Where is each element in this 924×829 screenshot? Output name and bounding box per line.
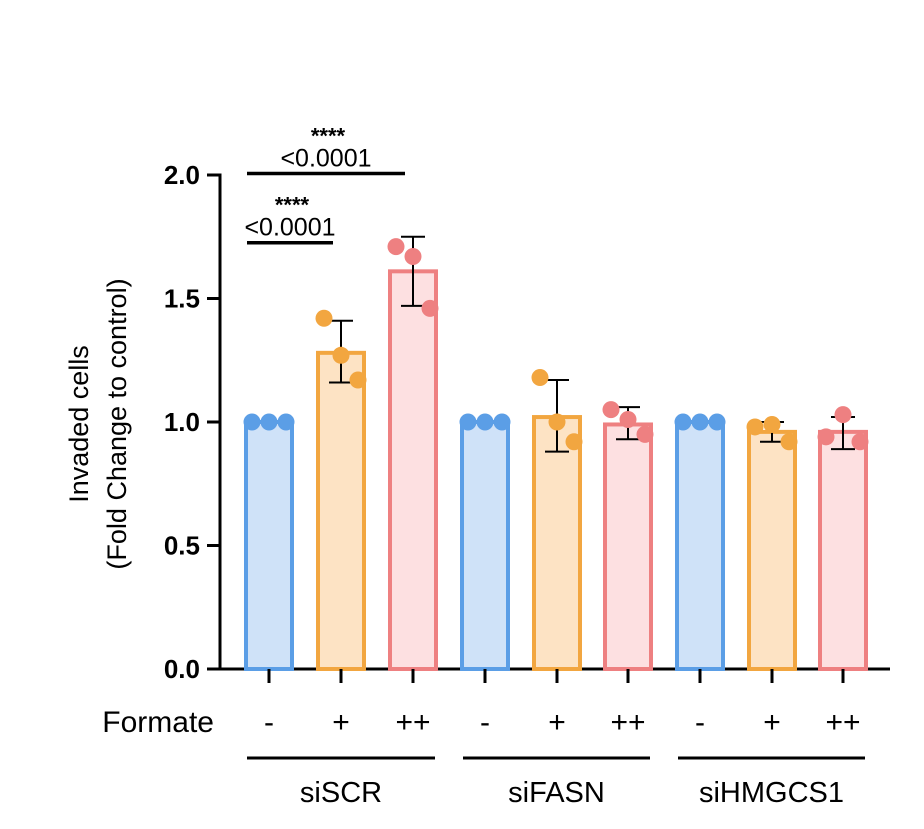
formate-row-label: Formate bbox=[102, 706, 214, 739]
data-point bbox=[636, 425, 654, 443]
data-point bbox=[349, 371, 367, 389]
formate-level-label: ++ bbox=[395, 706, 430, 739]
bar bbox=[244, 420, 294, 671]
data-point bbox=[531, 369, 549, 387]
y-tick-label: 2.0 bbox=[164, 160, 200, 190]
data-point bbox=[763, 415, 781, 433]
data-point bbox=[548, 413, 566, 431]
y-tick-label: 1.0 bbox=[164, 407, 200, 437]
y-tick-label: 0.0 bbox=[164, 654, 200, 684]
group-label: siFASN bbox=[508, 777, 605, 809]
bar bbox=[818, 429, 868, 671]
data-point bbox=[476, 413, 494, 431]
p-value-label: <0.0001 bbox=[280, 145, 371, 173]
y-tick-label: 1.5 bbox=[164, 284, 200, 314]
bar bbox=[603, 422, 653, 671]
data-point bbox=[493, 413, 511, 431]
data-point bbox=[315, 309, 333, 327]
data-point bbox=[619, 411, 637, 429]
significance-stars: **** bbox=[275, 193, 310, 218]
data-point bbox=[332, 346, 350, 364]
data-point bbox=[421, 299, 439, 317]
data-point bbox=[565, 433, 583, 451]
formate-level-label: ++ bbox=[610, 706, 645, 739]
chart-marks: 0.00.51.01.52.0- + ++siSCR- + ++siFASN- + ++si… bbox=[164, 124, 890, 809]
significance-stars: **** bbox=[311, 124, 346, 149]
data-point bbox=[404, 248, 422, 266]
bar bbox=[460, 420, 510, 671]
data-point bbox=[708, 413, 726, 431]
bar bbox=[747, 429, 797, 671]
p-value-label: <0.0001 bbox=[244, 214, 335, 242]
data-point bbox=[260, 413, 278, 431]
data-point bbox=[602, 401, 620, 419]
bar bbox=[675, 420, 725, 671]
formate-level-label: + bbox=[548, 706, 566, 739]
bar bbox=[388, 269, 438, 671]
data-point bbox=[691, 413, 709, 431]
data-point bbox=[387, 238, 405, 256]
data-point bbox=[243, 413, 261, 431]
data-point bbox=[817, 428, 835, 446]
data-point bbox=[674, 413, 692, 431]
data-point bbox=[277, 413, 295, 431]
data-point bbox=[780, 433, 798, 451]
bar bbox=[316, 350, 366, 671]
data-point bbox=[746, 418, 764, 436]
y-tick-label: 0.5 bbox=[164, 531, 200, 561]
data-point bbox=[834, 406, 852, 424]
formate-level-label: - bbox=[695, 706, 705, 739]
formate-level-label: + bbox=[332, 706, 350, 739]
formate-level-label: - bbox=[480, 706, 490, 739]
formate-level-label: + bbox=[763, 706, 781, 739]
data-point bbox=[851, 433, 869, 451]
y-axis-title-line1: Invaded cells bbox=[64, 345, 94, 503]
y-axis-title-line2: (Fold Change to control) bbox=[102, 278, 132, 569]
y-axis-title: Invaded cells (Fold Change to control) bbox=[64, 278, 132, 569]
formate-level-label: - bbox=[264, 706, 274, 739]
data-point bbox=[459, 413, 477, 431]
group-label: siHMGCS1 bbox=[699, 777, 844, 809]
bar bbox=[532, 415, 582, 671]
group-label: siSCR bbox=[300, 777, 382, 809]
formate-level-label: ++ bbox=[825, 706, 860, 739]
